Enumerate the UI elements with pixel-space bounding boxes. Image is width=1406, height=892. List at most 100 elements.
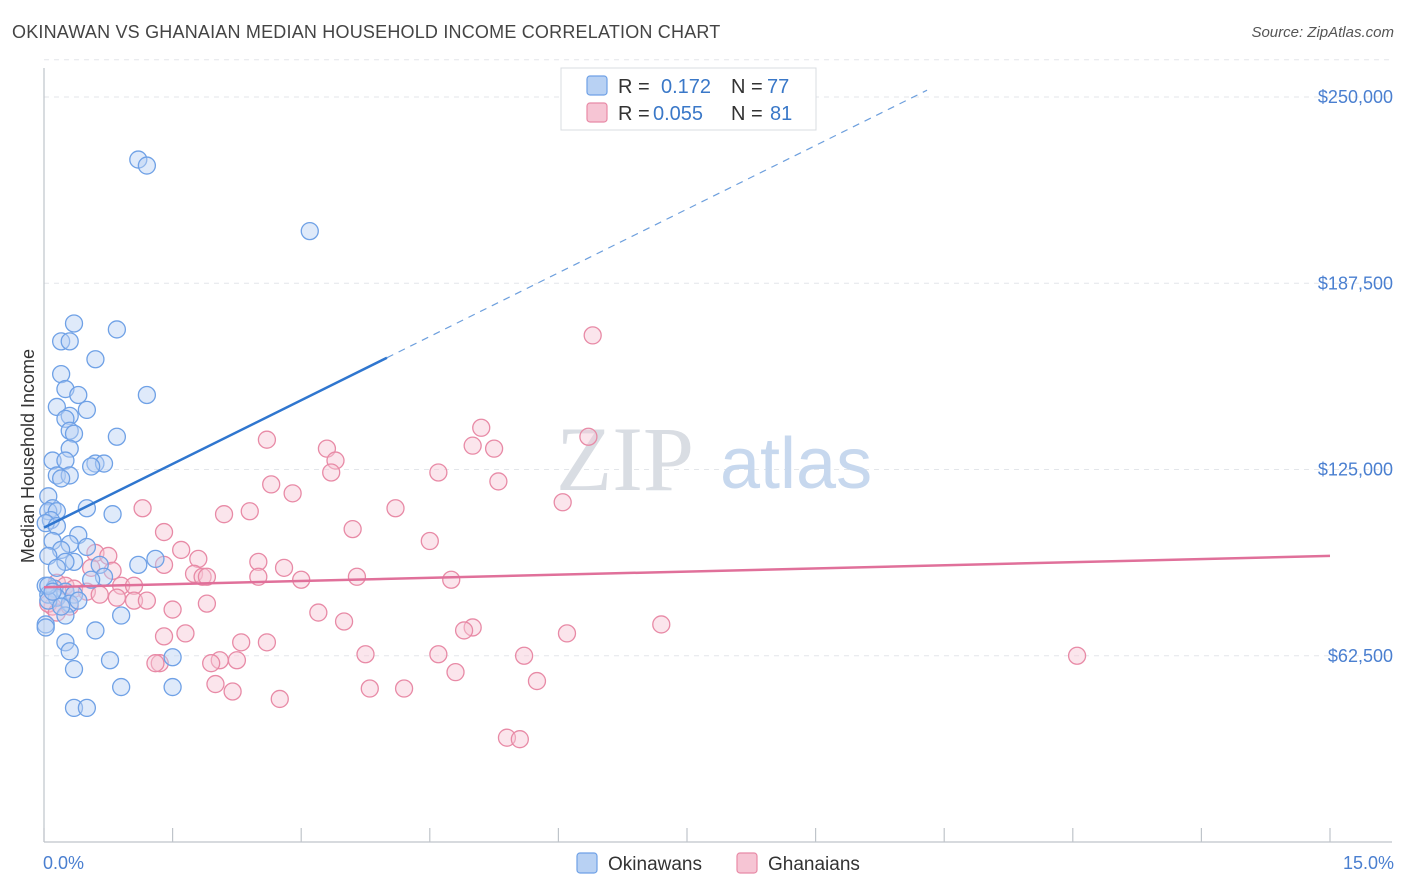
okinawans-point [60,332,79,351]
ghanaians-point [1067,646,1087,665]
ghanaians-point [652,615,671,634]
okinawans-point [64,424,84,443]
okinawans-trend-extension [386,89,928,359]
bottom-legend-okinawans: Okinawans [608,854,702,875]
trend-lines [43,89,1331,589]
okinawans-point [146,549,165,569]
bottom-legend-ghanaians: Ghanaians [768,854,860,875]
ghanaians-point [214,505,234,524]
ghanaians-point [202,654,221,673]
okinawans-point [129,555,148,575]
ghanaians-point [429,463,448,482]
ghanaians-point [527,671,547,691]
ghanaians-point [334,612,354,631]
ghanaians-point [176,624,195,643]
okinawans-point [39,487,58,506]
ghanaians-point [420,531,439,551]
legend-n-value-okinawans: 77 [767,76,789,98]
okinawans-point [77,537,97,557]
okinawans-point [69,591,88,610]
ghanaians-point [189,549,208,569]
legend-swatch-ghanaians [586,102,608,123]
ghanaians-point [347,567,367,586]
okinawans-point [107,320,127,339]
okinawans-point [163,648,182,667]
ghanaians-point [257,633,277,652]
legend-r-label-1: R = [618,76,650,98]
y-tick-label-125000: $125,000 [1318,460,1393,480]
bottom-legend-swatch-okinawans [576,852,598,874]
ghanaians-point [446,662,465,682]
ghanaians-point [90,585,109,604]
ghanaians-point [442,570,461,589]
okinawans-point [56,606,75,625]
legend-r-value-okinawans: 0.172 [661,76,711,98]
ghanaians-points [39,326,1087,749]
okinawans-point [51,364,71,384]
x-tick-label-max: 15.0% [1343,853,1394,873]
okinawans-point [103,505,122,524]
okinawans-trend-line [43,356,388,529]
ghanaians-point [193,567,212,586]
ghanaians-point [579,427,598,446]
ghanaians-point [322,463,341,482]
okinawans-point [300,221,319,241]
ghanaians-point [262,475,281,494]
ghanaians-point [197,594,217,613]
ghanaians-point [154,627,174,646]
ghanaians-point [197,567,217,586]
okinawans-point [82,570,101,589]
okinawans-point [163,677,182,697]
source-credit: Source: ZipAtlas.com [1251,24,1394,41]
ghanaians-point [386,499,405,518]
legend-n-label-1: N = [731,76,763,98]
okinawans-point [47,558,67,577]
ghanaians-point [146,654,165,673]
ghanaians-point [163,600,182,619]
y-tick-label-62500: $62,500 [1328,646,1393,666]
ghanaians-point [154,522,174,542]
ghanaians-point [232,633,251,652]
okinawans-point [77,400,97,420]
ghanaians-point [137,591,157,610]
watermark-atlas: atlas [720,424,872,504]
ghanaians-point [283,484,302,503]
okinawans-point [69,385,88,405]
ghanaians-point [240,502,259,521]
legend-r-label-2: R = [618,103,650,125]
y-tick-label-250000: $250,000 [1318,87,1393,107]
okinawans-point [137,156,157,175]
okinawans-point [77,698,97,718]
ghanaians-point [472,418,491,437]
legend-swatch-okinawans [586,75,608,96]
ghanaians-point [360,679,379,698]
ghanaians-point [489,472,508,491]
legend-n-label-2: N = [731,103,763,125]
bottom-legend: Okinawans Ghanaians [576,852,860,875]
okinawans-point [47,502,67,521]
ghanaians-point [583,326,602,345]
ghanaians-point [394,679,414,698]
watermark-zip: ZIP [556,408,694,510]
okinawans-point [56,633,75,652]
okinawans-point [60,439,79,458]
okinawans-point [137,385,157,405]
okinawans-points [36,150,319,718]
ghanaians-point [484,439,504,458]
ghanaians-point [553,493,572,512]
ghanaians-point [206,674,225,694]
okinawans-point [82,457,101,476]
okinawans-point [64,660,84,679]
okinawans-point [51,597,71,616]
okinawans-point [86,350,105,369]
ghanaians-point [343,519,362,539]
okinawans-point [56,409,75,428]
ghanaians-point [326,451,345,470]
okinawans-point [112,677,131,697]
ghanaians-point [309,603,328,622]
okinawans-point [64,314,84,333]
ghanaians-point [257,430,277,449]
ghanaians-point [454,621,474,640]
ghanaians-point [274,558,294,577]
